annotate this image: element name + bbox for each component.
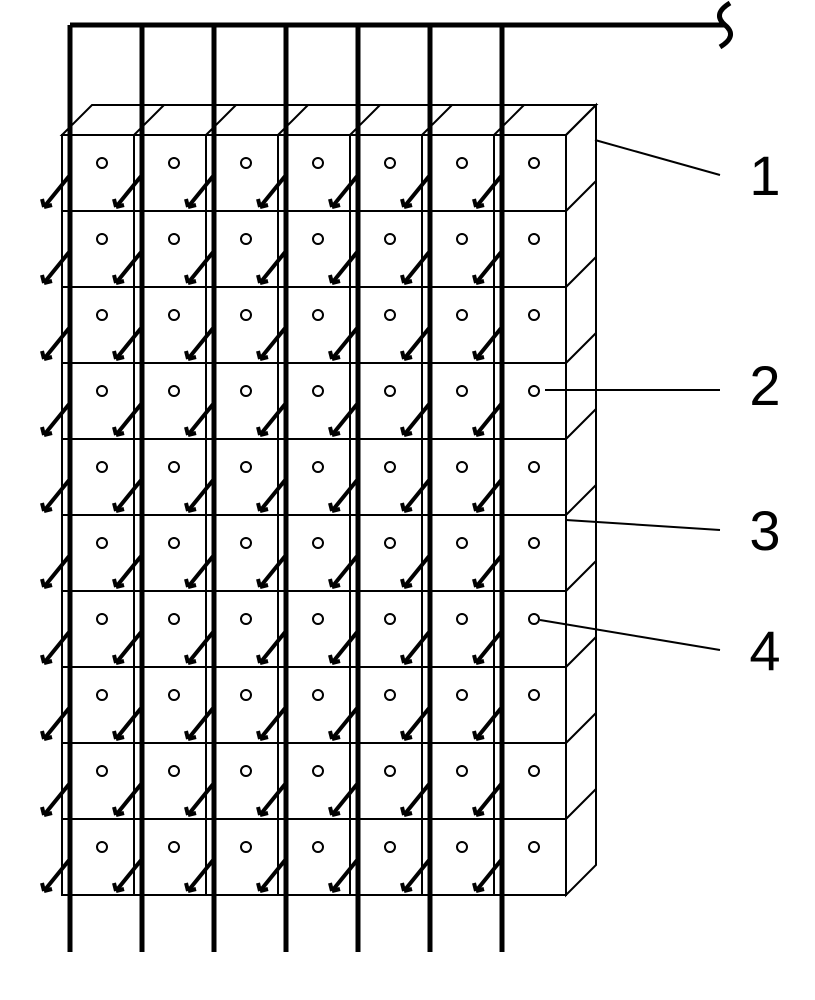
label-4: 4 <box>749 619 780 682</box>
label-3: 3 <box>749 499 780 562</box>
diagram-container: 1 2 3 4 <box>0 0 815 1000</box>
label-2: 2 <box>749 354 780 417</box>
technical-diagram: 1 2 3 4 <box>0 0 815 1000</box>
label-1: 1 <box>749 144 780 207</box>
